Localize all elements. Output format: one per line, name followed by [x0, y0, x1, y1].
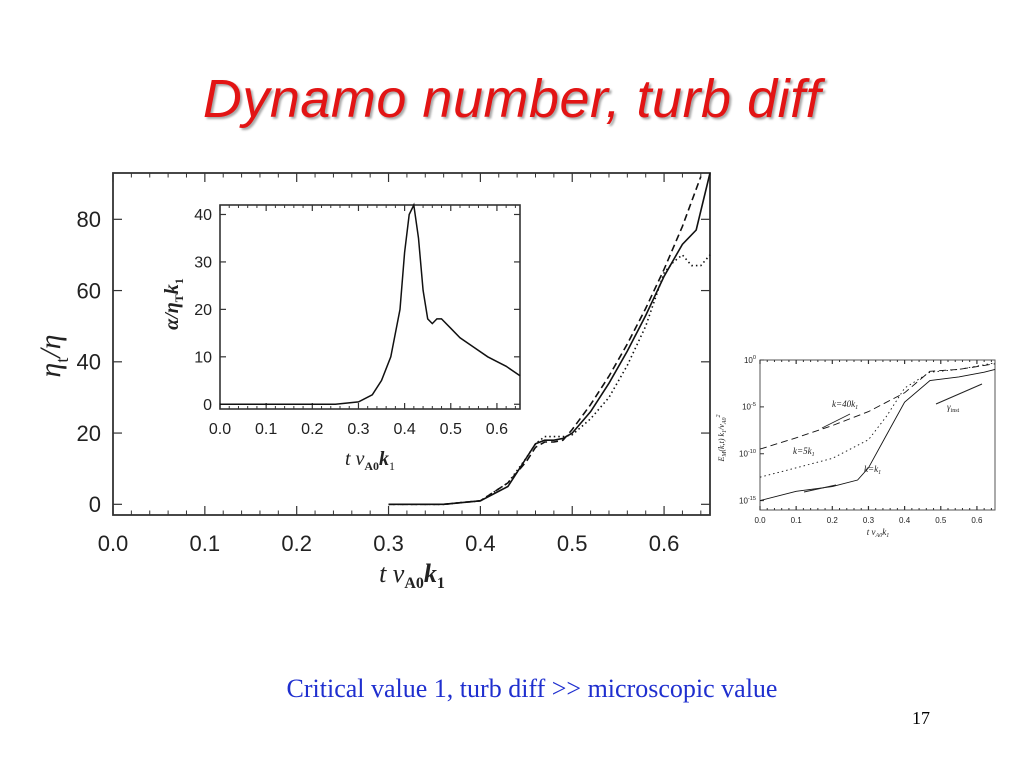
slide-title: Dynamo number, turb diff [202, 69, 822, 129]
x-tick-label: 0.5 [935, 516, 947, 525]
x-tick-label: 0.4 [899, 516, 911, 525]
y-tick-label: 30 [194, 255, 212, 272]
annotation-k5: k=5k1 [793, 446, 815, 458]
y-tick-label: 100 [744, 355, 756, 365]
spectrum-x-label: t vA0k1 [867, 527, 889, 539]
spectrum-y-label: EM(k,t) k1/vA02 [716, 415, 728, 463]
y-tick-label: 60 [77, 278, 101, 303]
series-line-solid [220, 202, 521, 406]
inset-y-label: α/ηTk1 [161, 278, 186, 330]
page-number: 17 [912, 708, 930, 728]
x-tick-label: 0.4 [465, 531, 496, 556]
slide-caption: Critical value 1, turb diff >> microscop… [286, 674, 778, 703]
y-tick-label: 10-15 [739, 496, 756, 506]
main-plot-frame [112, 172, 711, 516]
y-tick-label: 20 [77, 421, 101, 446]
inset-plot-frame [219, 204, 521, 410]
annotation-k1: k=k1 [864, 464, 881, 476]
main-x-label: t vA0k1 [379, 559, 445, 592]
x-tick-label: 0.0 [98, 531, 129, 556]
x-tick-label: 0.2 [281, 531, 312, 556]
x-tick-label: 0.4 [393, 421, 415, 438]
x-tick-label: 0.6 [486, 421, 508, 438]
y-tick-label: 10 [194, 349, 212, 366]
x-tick-label: 0.1 [791, 516, 803, 525]
x-tick-label: 0.0 [754, 516, 766, 525]
series-line-dashed [759, 363, 996, 450]
x-tick-label: 0.1 [255, 421, 277, 438]
annotation-k40: k=40k1 [832, 399, 858, 411]
y-tick-label: 20 [194, 302, 212, 319]
k40-slope-line [821, 413, 851, 429]
spectrum-plot-frame [759, 359, 996, 511]
y-tick-label: 10-5 [742, 402, 756, 412]
main-y-label: ηt/η [34, 334, 72, 377]
series-line-solid [759, 368, 996, 502]
series-line-solid [388, 172, 711, 506]
annotation-gamma-inst: γinst [947, 402, 960, 414]
y-tick-label: 0 [89, 492, 101, 517]
series-line-dotted [759, 362, 996, 478]
x-tick-label: 0.3 [347, 421, 369, 438]
spectrum-plot: 0.0 0.1 0.2 0.3 0.4 0.5 0.6 100 10-5 10-10 10-15 E… [716, 355, 996, 539]
y-tick-label: 40 [77, 350, 101, 375]
x-tick-label: 0.0 [209, 421, 231, 438]
x-tick-label: 0.1 [190, 531, 221, 556]
inset-plot: 0.0 0.1 0.2 0.3 0.4 0.5 0.6 0 10 20 30 40 α/ηTk1 t … [161, 202, 521, 473]
x-tick-label: 0.6 [971, 516, 983, 525]
x-tick-label: 0.5 [440, 421, 462, 438]
y-tick-label: 10-10 [739, 449, 756, 459]
y-tick-label: 40 [194, 207, 212, 224]
y-tick-label: 0 [203, 397, 212, 414]
k1-slope-line [803, 484, 837, 493]
x-tick-label: 0.2 [827, 516, 839, 525]
x-tick-label: 0.3 [373, 531, 404, 556]
x-tick-label: 0.5 [557, 531, 588, 556]
x-tick-label: 0.2 [301, 421, 323, 438]
inset-x-label: t vA0k1 [345, 448, 395, 473]
x-tick-label: 0.6 [649, 531, 680, 556]
y-tick-label: 80 [77, 207, 101, 232]
main-plot: 0.0 0.1 0.2 0.3 0.4 0.5 0.6 0 20 40 60 80 ηt/η t vA… [34, 172, 711, 592]
gamma-inst-slope-line [935, 383, 983, 405]
x-tick-label: 0.3 [863, 516, 875, 525]
